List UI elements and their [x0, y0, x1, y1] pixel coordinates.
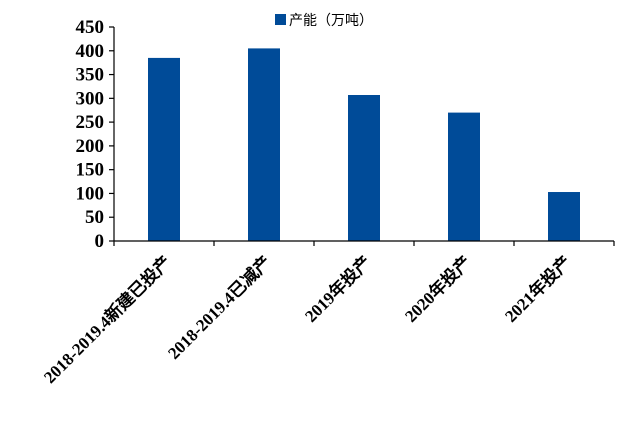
- legend: 产能（万吨）: [275, 13, 373, 29]
- bars: [148, 48, 580, 242]
- y-tick-label: 250: [76, 112, 105, 133]
- y-tick-label: 450: [76, 17, 105, 38]
- legend-swatch: [275, 14, 286, 25]
- x-category-label: 2018-2019.4新建已投产: [39, 252, 174, 387]
- x-category-label: 2019年投产: [301, 252, 375, 326]
- y-tick-label: 50: [85, 207, 104, 228]
- y-tick-label: 200: [76, 136, 105, 157]
- x-axis-ticks: [113, 241, 615, 246]
- x-category-label: 2020年投产: [401, 252, 475, 326]
- y-tick-label: 100: [76, 183, 105, 204]
- legend-label: 产能（万吨）: [289, 13, 373, 29]
- bar: [348, 95, 380, 241]
- y-tick-label: 300: [76, 88, 105, 109]
- y-tick-label: 150: [76, 160, 105, 181]
- y-tick-label: 350: [76, 65, 105, 86]
- x-category-label: 2021年投产: [501, 252, 575, 326]
- x-category-label: 2018-2019.4已减产: [164, 252, 275, 363]
- bar: [248, 48, 280, 242]
- y-tick-label: 400: [76, 41, 105, 62]
- bar: [548, 192, 580, 241]
- bar: [448, 112, 480, 241]
- bar: [148, 57, 180, 242]
- y-tick-label: 0: [95, 231, 105, 252]
